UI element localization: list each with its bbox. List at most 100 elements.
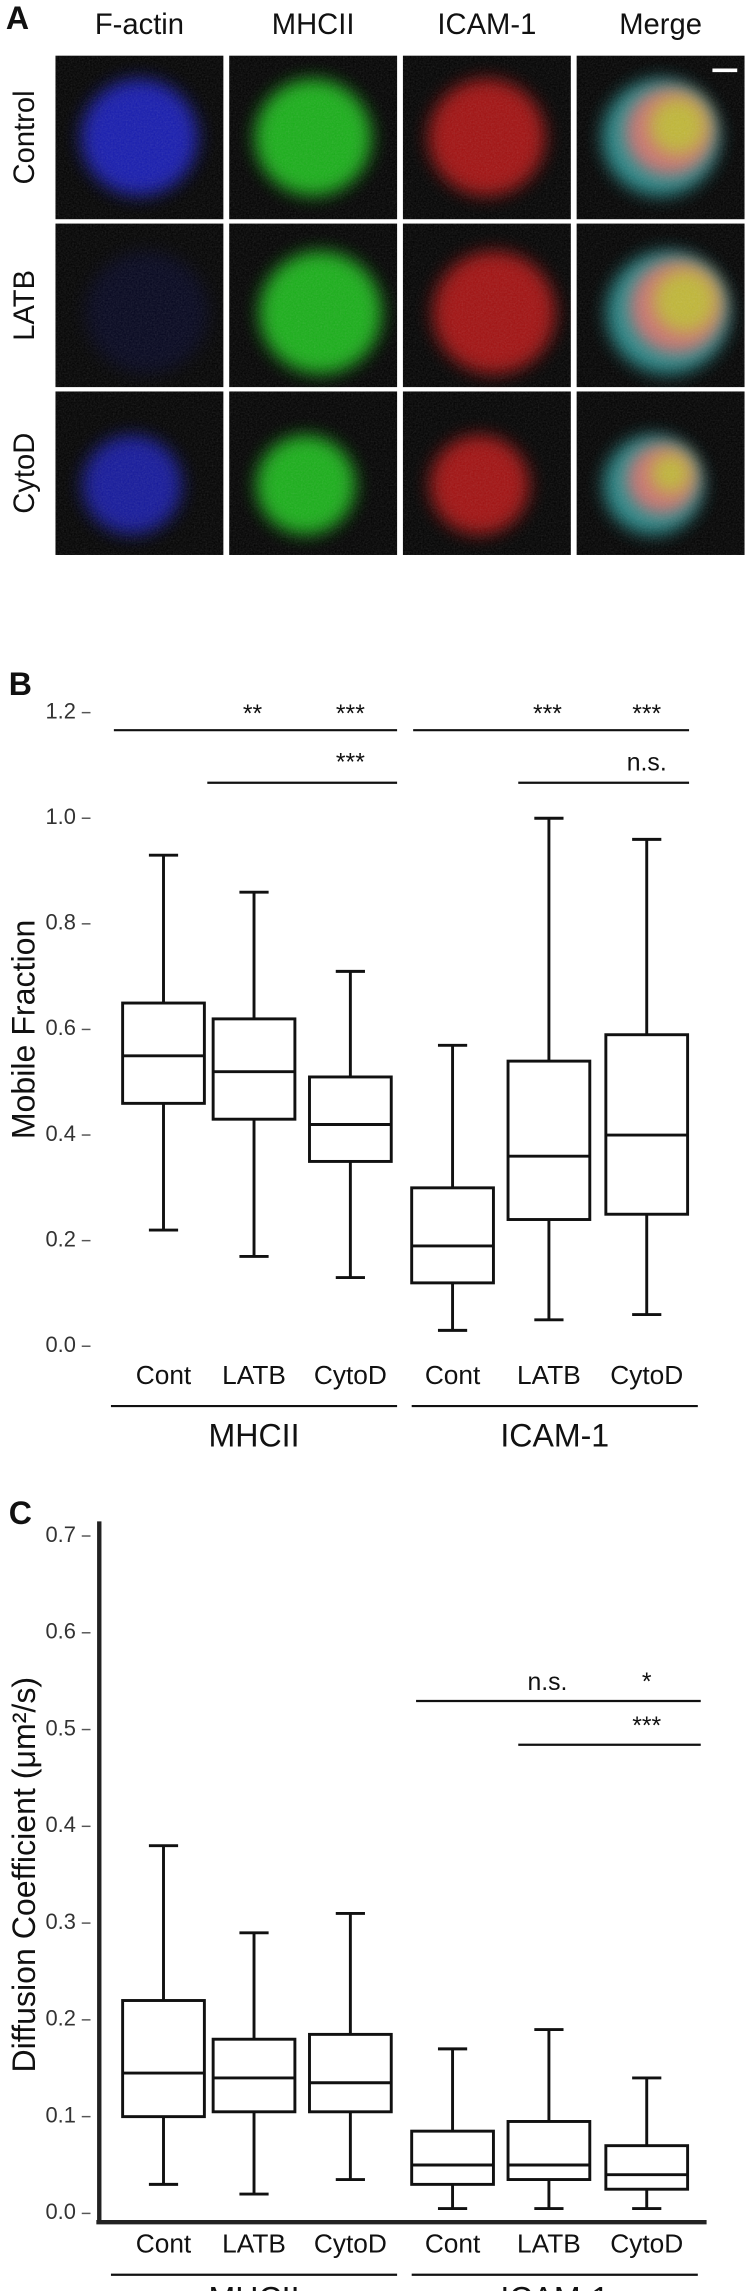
- box: [308, 1911, 393, 2181]
- significance-label: ***: [336, 749, 365, 776]
- box: [506, 2028, 592, 2211]
- image-grain: [55, 391, 224, 555]
- micrograph: [402, 391, 571, 555]
- group-label: MHCII: [209, 2280, 300, 2291]
- y-tick-label: 0.8: [45, 910, 75, 935]
- y-tick-label: 1.0: [45, 804, 75, 829]
- x-tick-label: CytoD: [314, 2228, 387, 2258]
- box-body: [121, 1001, 206, 1105]
- y-axis-label: Mobile Fraction: [6, 920, 42, 1139]
- x-tick-label: CytoD: [610, 1360, 683, 1390]
- box: [121, 1844, 206, 2186]
- y-tick-label: 0.4: [45, 1812, 75, 1837]
- significance-label: ***: [336, 701, 365, 728]
- image-grain: [576, 391, 745, 555]
- y-tick-label: 0.4: [45, 1121, 75, 1146]
- column-header: F-actin: [95, 9, 184, 41]
- x-tick-label: LATB: [222, 2228, 286, 2258]
- image-grain: [576, 55, 745, 220]
- x-tick-label: CytoD: [610, 2228, 683, 2258]
- y-tick-label: 0.6: [45, 1015, 75, 1040]
- box: [308, 969, 393, 1280]
- image-grain: [402, 55, 571, 220]
- image-grain: [229, 391, 398, 555]
- box-body: [604, 1033, 690, 1216]
- x-tick-label: Cont: [425, 1360, 481, 1390]
- significance-label: *: [642, 1669, 652, 1696]
- box-body: [604, 2144, 690, 2191]
- micrograph: [576, 55, 745, 220]
- micrograph: [229, 55, 398, 220]
- image-grain: [402, 223, 571, 388]
- y-tick-label: 0.0: [45, 1332, 75, 1357]
- row-label: LATB: [9, 270, 41, 341]
- box: [211, 1931, 297, 2196]
- box: [604, 2076, 690, 2211]
- image-grain: [55, 223, 224, 388]
- y-tick-label: 1.2: [45, 698, 75, 723]
- y-axis-label: Diffusion Coefficient (μm²/s): [6, 1677, 42, 2073]
- row-label: CytoD: [9, 433, 41, 514]
- significance-label: ***: [533, 701, 562, 728]
- y-tick-label: 0.1: [45, 2102, 75, 2127]
- y-tick-label: 0.0: [45, 2199, 75, 2224]
- significance-label: ***: [632, 701, 661, 728]
- significance-label: n.s.: [527, 1669, 567, 1696]
- image-grain: [576, 223, 745, 388]
- y-tick-label: 0.5: [45, 1715, 75, 1740]
- micrograph: [229, 391, 398, 555]
- box: [604, 837, 690, 1317]
- box-body: [308, 2032, 393, 2114]
- panel-label: C: [9, 1495, 32, 1531]
- micrograph: [576, 223, 745, 388]
- box: [410, 2047, 495, 2211]
- x-tick-label: CytoD: [314, 1360, 387, 1390]
- y-tick-label: 0.2: [45, 2006, 75, 2031]
- x-tick-label: LATB: [517, 2228, 581, 2258]
- box: [410, 1043, 495, 1332]
- box: [121, 853, 206, 1232]
- column-header: ICAM-1: [437, 9, 536, 41]
- box: [211, 890, 297, 1258]
- box-body: [410, 1186, 495, 1285]
- panel-label: A: [6, 0, 29, 36]
- panel-label: B: [9, 666, 32, 702]
- image-grain: [229, 55, 398, 220]
- box-body: [121, 1999, 206, 2119]
- box-body: [506, 1059, 592, 1221]
- significance-label: **: [243, 701, 263, 728]
- row-label: Control: [9, 90, 41, 184]
- group-label: ICAM-1: [500, 2280, 609, 2291]
- box-body: [506, 2120, 592, 2181]
- significance-label: n.s.: [627, 749, 667, 776]
- box: [506, 816, 592, 1322]
- image-grain: [402, 391, 571, 555]
- x-tick-label: Cont: [425, 2228, 481, 2258]
- micrograph: [55, 223, 224, 388]
- column-header: MHCII: [272, 9, 355, 41]
- image-grain: [229, 223, 398, 388]
- micrograph: [229, 223, 398, 388]
- micrograph: [402, 55, 571, 220]
- y-tick-label: 0.2: [45, 1226, 75, 1251]
- column-header: Merge: [619, 9, 702, 41]
- y-tick-label: 0.6: [45, 1619, 75, 1644]
- image-grain: [55, 55, 224, 220]
- x-tick-label: LATB: [222, 1360, 286, 1390]
- micrograph: [402, 223, 571, 388]
- x-tick-label: LATB: [517, 1360, 581, 1390]
- significance-label: ***: [632, 1713, 661, 1740]
- box-body: [410, 2129, 495, 2186]
- box-body: [308, 1075, 393, 1163]
- box-body: [211, 1017, 297, 1121]
- y-tick-label: 0.3: [45, 1909, 75, 1934]
- x-tick-label: Cont: [136, 1360, 192, 1390]
- group-label: ICAM-1: [500, 1418, 609, 1454]
- micrograph: [55, 391, 224, 555]
- y-tick-label: 0.7: [45, 1522, 75, 1547]
- group-label: MHCII: [209, 1418, 300, 1454]
- micrograph: [576, 391, 745, 555]
- box-body: [211, 2037, 297, 2114]
- micrograph: [55, 55, 224, 220]
